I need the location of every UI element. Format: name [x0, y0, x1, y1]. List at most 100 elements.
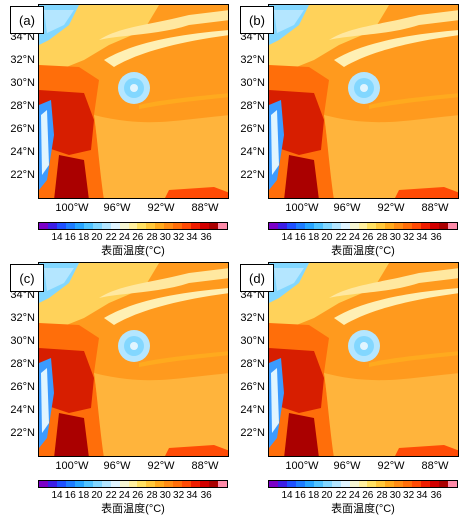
colorbar-swatch [430, 223, 440, 229]
colorbar-swatch [448, 481, 458, 487]
lon-tick-label: 100°W [55, 202, 89, 214]
gulf-of-mexico [324, 373, 458, 456]
colorbar-swatch [394, 223, 404, 229]
colorbar-tick-label: 16 [64, 490, 76, 501]
colorbar-swatch [304, 223, 314, 229]
lat-tick-label: 34°N [10, 31, 35, 43]
colorbar-swatch [191, 481, 201, 487]
colorbar-swatch [286, 481, 296, 487]
colorbar-swatch [155, 223, 165, 229]
lat-tick-label: 30°N [10, 77, 35, 89]
colorbar-swatch [295, 481, 305, 487]
panel-label: (a) [10, 6, 44, 34]
colorbar-tick-label: 14 [51, 490, 63, 501]
colorbar-swatch [322, 223, 332, 229]
colorbar-swatch [340, 481, 350, 487]
colorbar-swatch [119, 223, 129, 229]
colorbar-swatch [137, 481, 147, 487]
colorbar-tick-label: 32 [173, 232, 185, 243]
panel-label: (d) [240, 264, 274, 292]
lat-tick-label: 34°N [240, 31, 265, 43]
colorbar-ticks: 14 16 18 20 22 24 26 28 30 32 34 36 [268, 232, 458, 244]
colorbar-swatch [56, 223, 66, 229]
lat-tick-label: 26°N [240, 123, 265, 135]
colorbar-swatch [448, 223, 458, 229]
colorbar [38, 222, 228, 230]
colorbar-title: 表面温度(°C) [331, 245, 395, 257]
colorbar-tick-label: 18 [78, 232, 90, 243]
colorbar-swatch [209, 481, 219, 487]
colorbar-swatch [358, 223, 368, 229]
colorbar-swatch [277, 223, 287, 229]
gulf-of-mexico [94, 373, 228, 456]
colorbar-swatch [331, 223, 341, 229]
frontal-band [329, 10, 458, 40]
lon-tick-label: 88°W [191, 460, 219, 472]
lat-tick-label: 30°N [240, 335, 265, 347]
temperature-map [38, 4, 229, 199]
gulf-of-mexico [324, 115, 458, 198]
colorbar-tick-label: 28 [376, 232, 388, 243]
lon-tick-label: 100°W [55, 460, 89, 472]
colorbar-swatch [182, 223, 192, 229]
colorbar-swatch [304, 481, 314, 487]
colorbar-swatch [110, 223, 120, 229]
colorbar-tick-label: 16 [294, 232, 306, 243]
colorbar-swatch [128, 223, 138, 229]
panel-label: (b) [240, 6, 274, 34]
gulf-of-mexico [94, 115, 228, 198]
map-panel: 36°N34°N32°N30°N28°N26°N24°N22°N (d)100°… [234, 258, 460, 518]
colorbar-swatch [286, 223, 296, 229]
colorbar-swatch [200, 481, 210, 487]
lat-tick-label: 28°N [10, 358, 35, 370]
colorbar-swatch [92, 223, 102, 229]
colorbar-swatch [313, 223, 323, 229]
colorbar-tick-label: 24 [348, 232, 360, 243]
colorbar-swatch [349, 223, 359, 229]
colorbar-tick-label: 20 [91, 490, 103, 501]
colorbar-swatch [385, 223, 395, 229]
colorbar-tick-label: 34 [416, 490, 428, 501]
colorbar-tick-label: 14 [281, 232, 293, 243]
lat-tick-label: 32°N [10, 54, 35, 66]
colorbar-tick-label: 26 [362, 490, 374, 501]
colorbar-swatch [421, 223, 431, 229]
colorbar-tick-label: 28 [376, 490, 388, 501]
colorbar-tick-label: 32 [173, 490, 185, 501]
lat-tick-label: 34°N [10, 289, 35, 301]
colorbar-tick-label: 30 [389, 232, 401, 243]
colorbar-tick-label: 36 [430, 232, 442, 243]
colorbar-swatch [47, 223, 57, 229]
lon-tick-label: 96°W [333, 460, 361, 472]
lat-tick-label: 24°N [10, 146, 35, 158]
lat-tick-label: 30°N [240, 77, 265, 89]
lat-tick-label: 26°N [10, 123, 35, 135]
colorbar-swatch [83, 481, 93, 487]
colorbar-tick-label: 28 [146, 490, 158, 501]
lat-tick-label: 22°N [10, 169, 35, 181]
colorbar-swatch [385, 481, 395, 487]
lat-tick-label: 28°N [240, 100, 265, 112]
colorbar-swatch [39, 481, 48, 487]
colorbar-swatch [39, 223, 48, 229]
lat-tick-label: 28°N [240, 358, 265, 370]
colorbar-tick-label: 26 [132, 232, 144, 243]
colorbar-swatch [394, 481, 404, 487]
colorbar-tick-label: 16 [64, 232, 76, 243]
colorbar-tick-label: 36 [200, 232, 212, 243]
lat-tick-label: 28°N [10, 100, 35, 112]
colorbar-tick-label: 16 [294, 490, 306, 501]
colorbar-swatch [269, 481, 278, 487]
colorbar-swatch [439, 223, 449, 229]
lon-tick-label: 92°W [377, 202, 405, 214]
colorbar-title: 表面温度(°C) [101, 503, 165, 515]
map-panel: 36°N34°N32°N30°N28°N26°N24°N22°N (b)100°… [234, 0, 460, 260]
colorbar-swatch [164, 481, 174, 487]
lat-tick-label: 32°N [240, 312, 265, 324]
colorbar-tick-label: 26 [362, 232, 374, 243]
colorbar-swatch [101, 223, 111, 229]
colorbar-swatch [367, 481, 377, 487]
colorbar-tick-label: 22 [105, 232, 117, 243]
colorbar-tick-label: 20 [321, 490, 333, 501]
colorbar-tick-label: 24 [118, 490, 130, 501]
